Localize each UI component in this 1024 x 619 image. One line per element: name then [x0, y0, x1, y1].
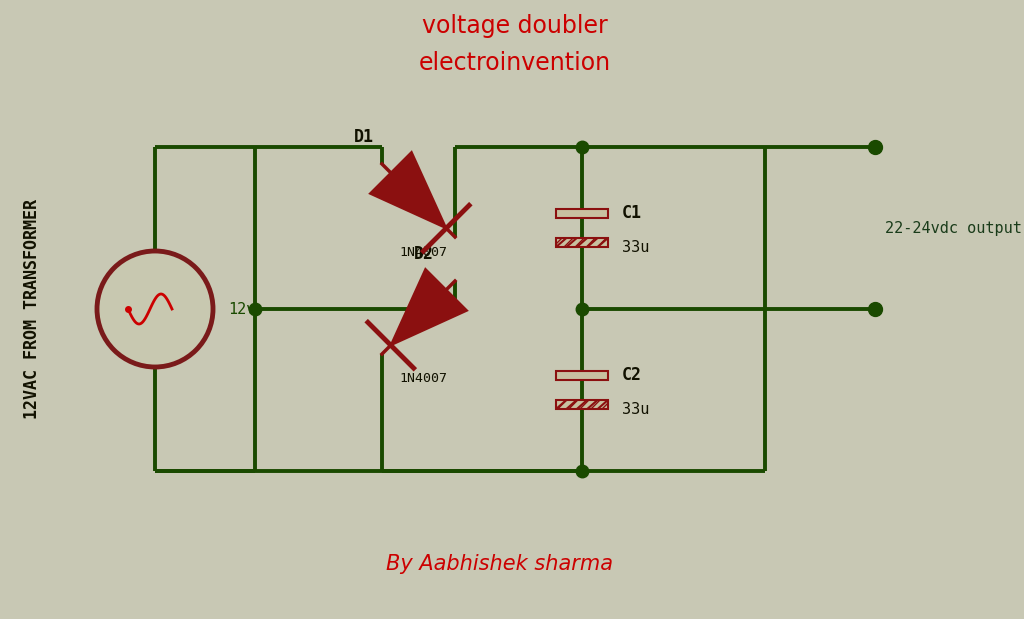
Text: D1: D1: [353, 128, 374, 145]
Text: 12VAC FROM TRANSFORMER: 12VAC FROM TRANSFORMER: [23, 199, 41, 419]
Text: C2: C2: [622, 366, 642, 384]
Polygon shape: [370, 152, 446, 228]
Text: 22-24vdc output: 22-24vdc output: [885, 220, 1022, 235]
Text: 12v: 12v: [228, 301, 255, 316]
Text: 33u: 33u: [622, 402, 649, 417]
Text: 33u: 33u: [622, 241, 649, 256]
Text: 1N4007: 1N4007: [399, 373, 447, 386]
Polygon shape: [556, 371, 608, 380]
Text: 1N4007: 1N4007: [399, 246, 447, 259]
Text: C1: C1: [622, 204, 642, 222]
Polygon shape: [556, 209, 608, 218]
Text: D2: D2: [414, 245, 433, 262]
Polygon shape: [556, 400, 608, 409]
Text: electroinvention: electroinvention: [419, 51, 611, 75]
Text: By Aabhishek sharma: By Aabhishek sharma: [386, 554, 613, 574]
Text: voltage doubler: voltage doubler: [422, 14, 608, 38]
Polygon shape: [556, 238, 608, 247]
Circle shape: [97, 251, 213, 367]
Polygon shape: [391, 269, 467, 345]
